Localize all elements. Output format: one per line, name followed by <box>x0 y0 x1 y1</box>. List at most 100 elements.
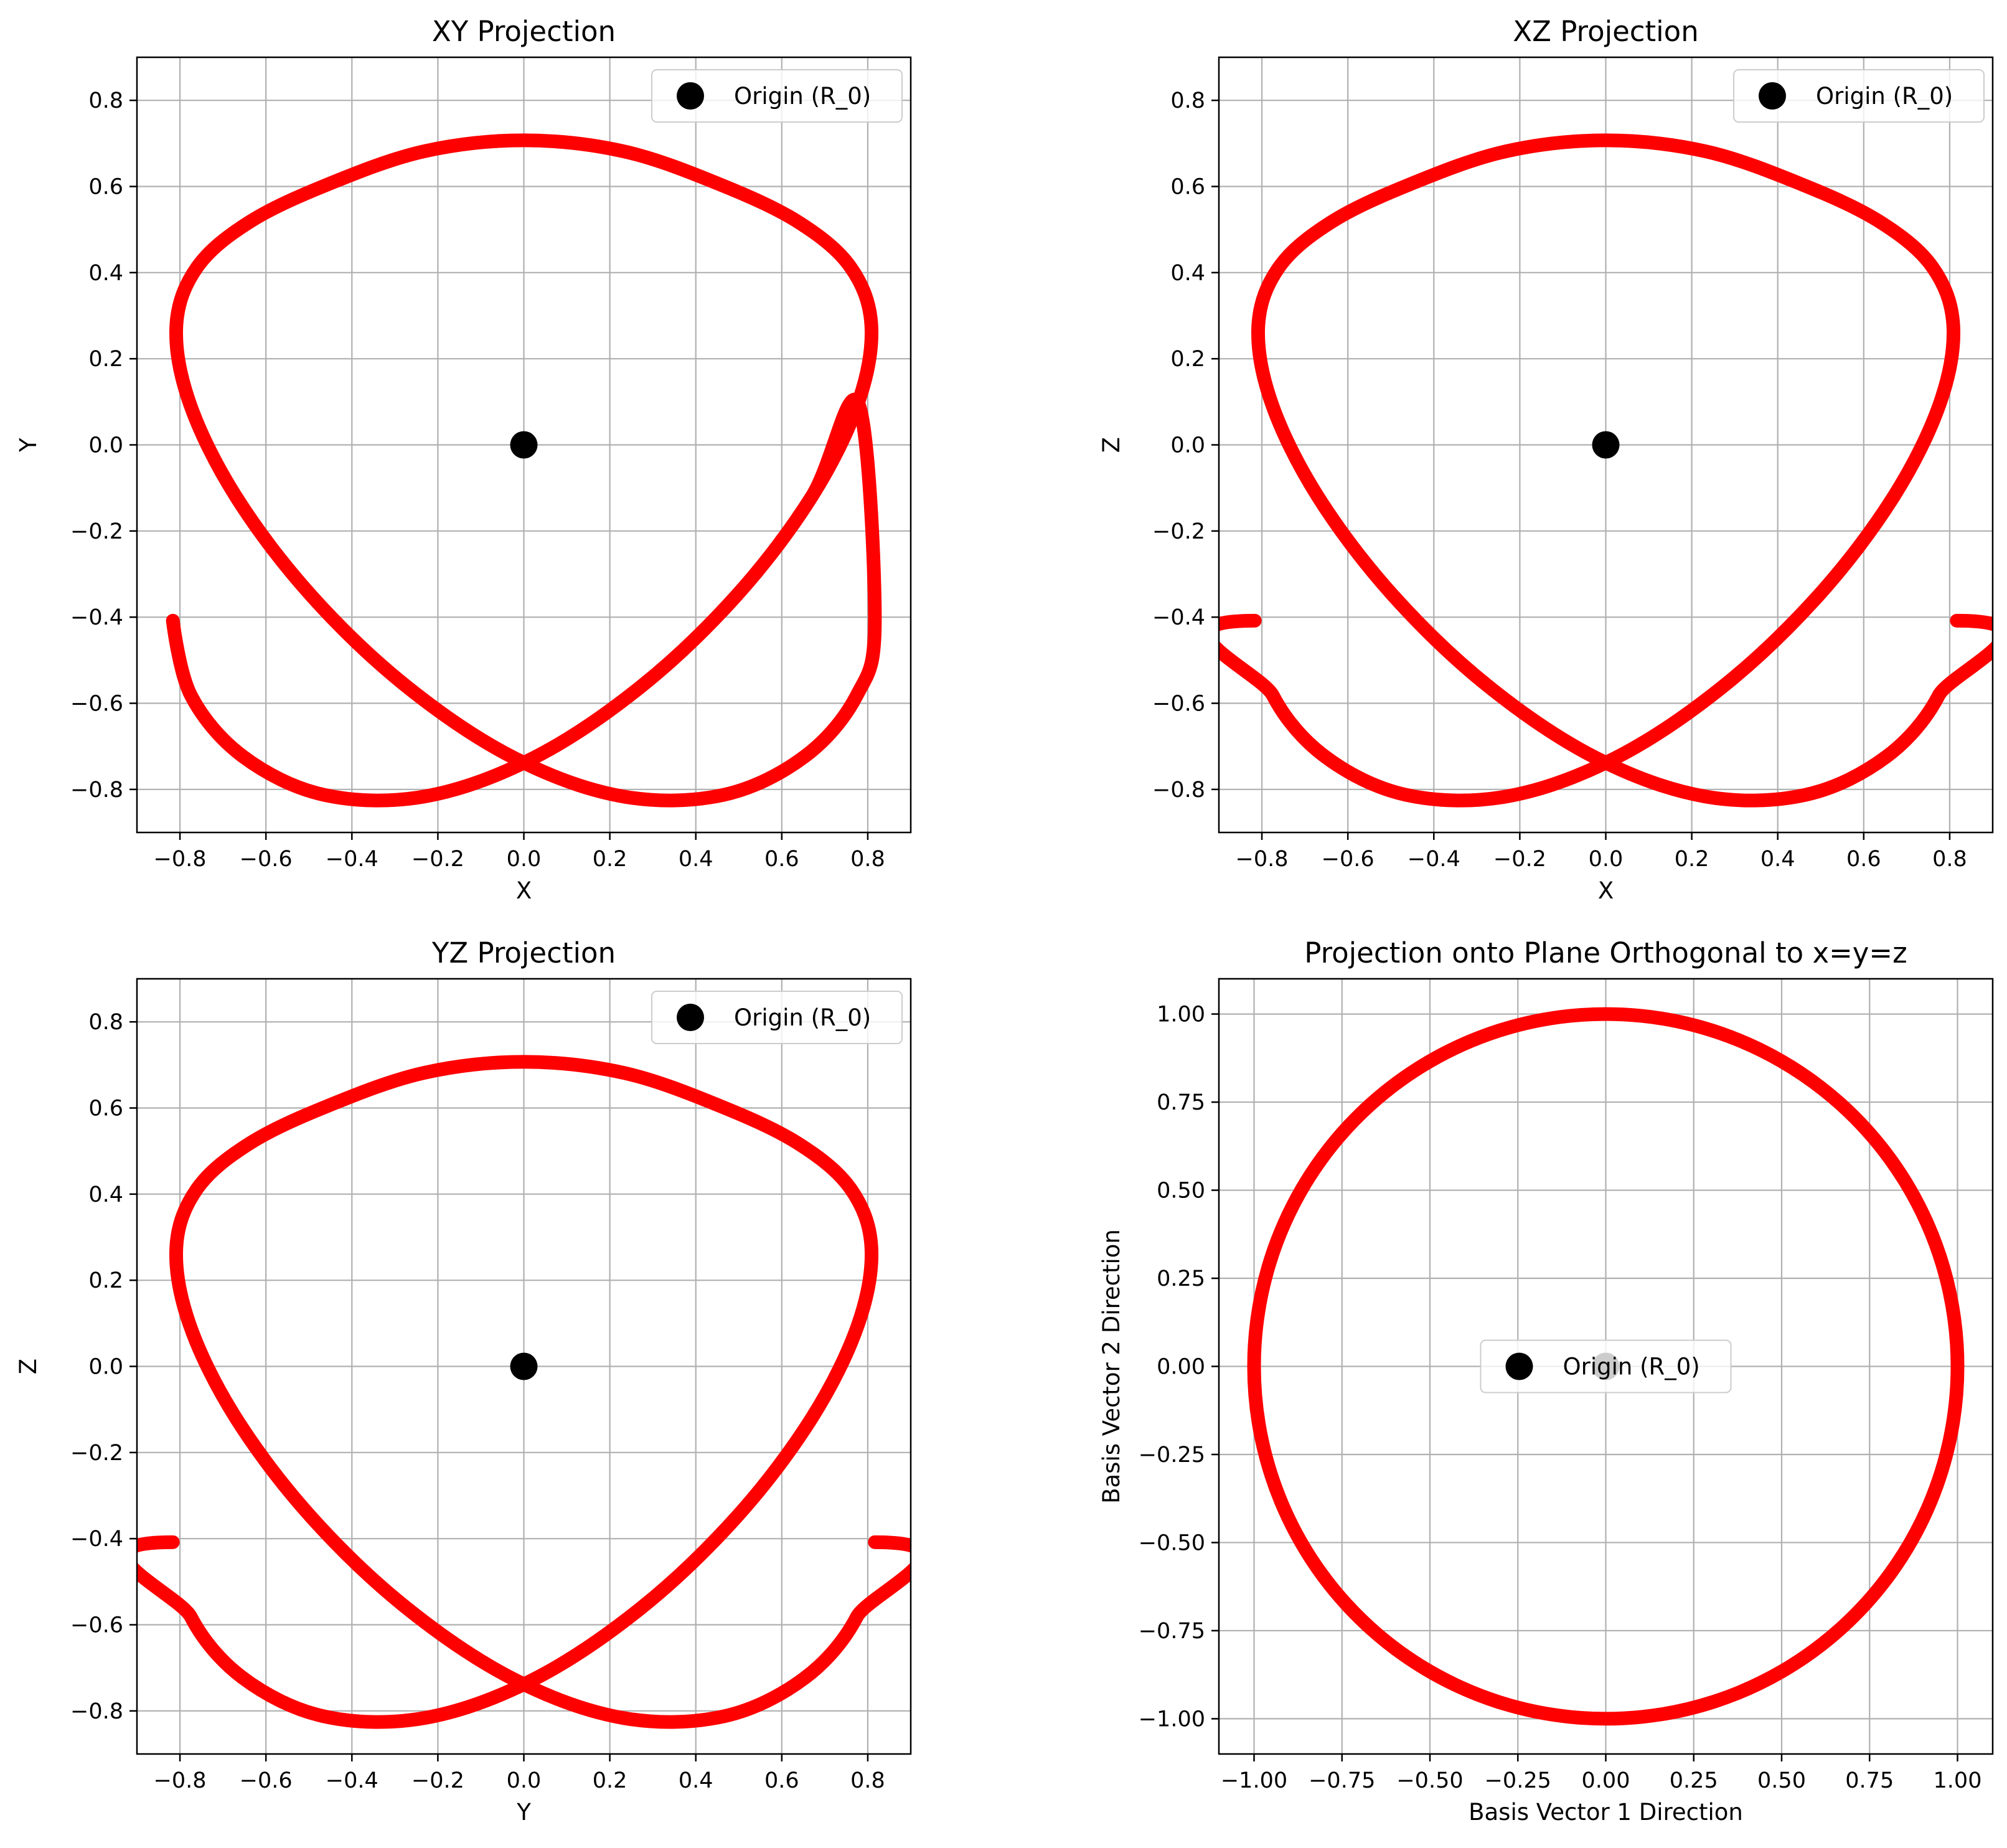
trajectory-curve <box>1247 1007 1965 1726</box>
y-tick-label: −0.6 <box>1152 692 1205 717</box>
y-tick-label: −0.2 <box>70 1441 123 1466</box>
y-tick-label: 0.0 <box>1170 433 1205 458</box>
x-tick-label: 0.50 <box>1757 1768 1806 1793</box>
x-tick-label: 0.75 <box>1845 1768 1894 1793</box>
y-tick-label: 0.0 <box>88 1355 123 1380</box>
legend-marker <box>1759 82 1786 110</box>
subplot-title: Projection onto Plane Orthogonal to x=y=… <box>1304 936 1907 969</box>
y-tick-label: 0.8 <box>88 1010 123 1035</box>
x-tick-label: −0.8 <box>1236 847 1289 872</box>
legend: Origin (R_0) <box>1733 69 1985 123</box>
subplot-4: −1.00 −0.75 −0.50 −0.25 0.00 0.25 0.50 0.75 1.00… <box>1098 936 1994 1826</box>
x-tick-label: 0.0 <box>507 847 542 872</box>
x-tick-label: 0.25 <box>1670 1768 1718 1793</box>
x-axis-label: X <box>1598 877 1614 904</box>
x-axis-label: Basis Vector 1 Direction <box>1469 1799 1743 1826</box>
subplot-3: −0.8 −0.6 −0.4 −0.2 0.0 0.2 0.4 0.6 0.8 −0.8 −0.6 −… <box>15 936 912 1826</box>
legend-label: Origin (R_0) <box>1563 1354 1700 1380</box>
y-tick-label: −0.2 <box>1152 519 1205 544</box>
x-tick-label: −0.4 <box>326 1768 378 1793</box>
x-tick-label: −0.6 <box>240 847 293 872</box>
trajectory-curve <box>166 133 882 808</box>
y-tick-label: 0.6 <box>88 175 123 200</box>
x-tick-label: −0.4 <box>1408 847 1460 872</box>
y-tick-label: −0.2 <box>70 519 123 544</box>
y-axis-label: Basis Vector 2 Direction <box>1098 1229 1125 1504</box>
x-tick-label: 0.0 <box>507 1768 542 1793</box>
plot-area <box>166 133 882 808</box>
y-tick-label: 0.6 <box>88 1096 123 1121</box>
x-tick-label: −0.2 <box>1493 847 1546 872</box>
y-tick-label: 0.25 <box>1157 1266 1205 1291</box>
legend-label: Origin (R_0) <box>734 1004 871 1031</box>
y-tick-label: 0.0 <box>88 433 123 458</box>
legend-marker <box>677 1004 704 1031</box>
y-tick-label: −0.4 <box>70 605 123 630</box>
legend-label: Origin (R_0) <box>734 83 871 110</box>
x-tick-label: 0.2 <box>1675 847 1709 872</box>
legend-marker <box>1505 1352 1533 1380</box>
x-tick-label: 0.4 <box>1760 847 1795 872</box>
y-tick-label: 0.8 <box>88 88 123 113</box>
y-tick-label: 0.6 <box>1170 175 1205 200</box>
x-tick-label: −0.6 <box>240 1768 293 1793</box>
y-tick-label: −0.4 <box>1152 605 1205 630</box>
origin-point <box>510 431 538 459</box>
x-tick-label: −1.00 <box>1221 1768 1287 1793</box>
trajectory-curve <box>137 1055 911 1729</box>
subplot-title: YZ Projection <box>431 936 616 969</box>
y-tick-label: 0.8 <box>1170 88 1205 113</box>
y-tick-label: 0.4 <box>1170 261 1205 286</box>
y-tick-label: −0.6 <box>70 692 123 717</box>
subplot-title: XY Projection <box>432 15 616 48</box>
x-tick-label: 0.8 <box>1932 847 1967 872</box>
x-tick-label: 0.2 <box>593 847 627 872</box>
legend-box <box>651 69 903 123</box>
y-tick-label: 0.4 <box>88 261 123 286</box>
y-tick-label: −0.8 <box>70 778 123 803</box>
y-tick-label: 0.2 <box>1170 347 1205 372</box>
origin-point <box>1592 431 1620 459</box>
x-tick-label: 0.8 <box>850 847 885 872</box>
x-tick-label: 0.2 <box>593 1768 627 1793</box>
y-tick-label: 1.00 <box>1157 1002 1205 1027</box>
y-tick-label: −0.8 <box>1152 778 1205 803</box>
x-tick-label: −0.2 <box>411 1768 464 1793</box>
x-tick-label: −0.25 <box>1485 1768 1551 1793</box>
y-tick-label: −1.00 <box>1139 1707 1205 1732</box>
legend-box <box>651 991 903 1044</box>
legend-marker <box>677 82 704 110</box>
x-tick-label: 0.6 <box>764 847 799 872</box>
y-tick-label: −0.8 <box>70 1699 123 1724</box>
plot-area <box>1219 133 1993 808</box>
x-axis-label: X <box>516 877 532 904</box>
y-tick-label: 0.50 <box>1157 1179 1205 1204</box>
y-tick-label: 0.75 <box>1157 1090 1205 1115</box>
x-tick-label: −0.75 <box>1309 1768 1375 1793</box>
x-tick-label: −0.8 <box>154 1768 207 1793</box>
subplot-title: XZ Projection <box>1513 15 1698 48</box>
x-tick-label: 0.8 <box>850 1768 885 1793</box>
origin-point <box>510 1352 538 1380</box>
x-tick-label: −0.8 <box>154 847 207 872</box>
y-axis-label: Z <box>1098 437 1125 453</box>
y-tick-label: −0.6 <box>70 1613 123 1638</box>
y-tick-label: 0.00 <box>1157 1355 1205 1380</box>
trajectory-curve <box>1219 133 1993 808</box>
y-tick-label: 0.2 <box>88 1268 123 1293</box>
legend: Origin (R_0) <box>651 991 903 1044</box>
x-tick-label: 0.4 <box>679 1768 713 1793</box>
y-tick-label: −0.25 <box>1139 1443 1205 1468</box>
y-tick-label: 0.4 <box>88 1182 123 1207</box>
x-tick-label: 0.6 <box>764 1768 799 1793</box>
y-tick-label: −0.75 <box>1139 1619 1205 1644</box>
y-axis-label: Y <box>15 438 42 453</box>
x-tick-label: 0.0 <box>1589 847 1624 872</box>
x-tick-label: 0.00 <box>1582 1768 1630 1793</box>
subplot-2: −0.8 −0.6 −0.4 −0.2 0.0 0.2 0.4 0.6 0.8 −0.8 −0.6 −… <box>1098 15 1994 904</box>
plot-area <box>137 1055 911 1729</box>
x-tick-label: 0.4 <box>679 847 713 872</box>
x-tick-label: 1.00 <box>1934 1768 1982 1793</box>
y-tick-label: 0.2 <box>88 347 123 372</box>
